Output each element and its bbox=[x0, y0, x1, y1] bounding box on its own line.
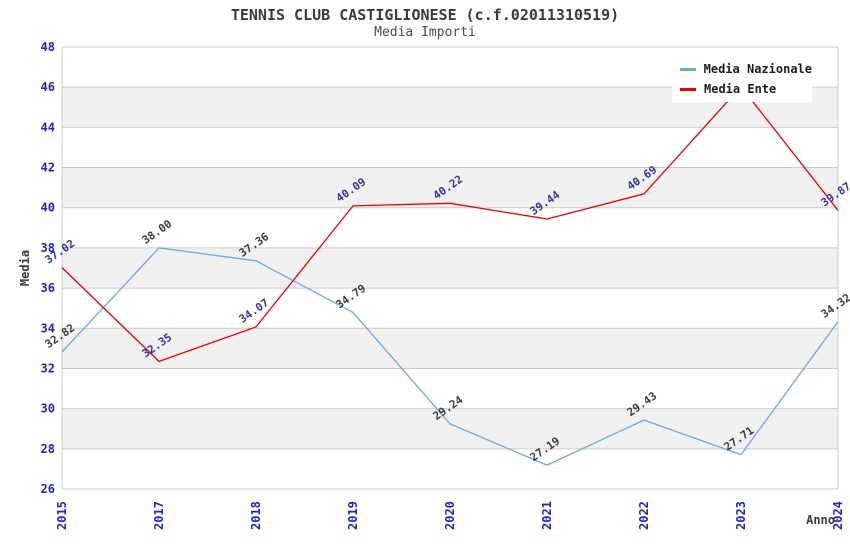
legend-label: Media Nazionale bbox=[703, 62, 812, 76]
chart-title: TENNIS CLUB CASTIGLIONESE (c.f.020113105… bbox=[230, 6, 620, 24]
plot-band bbox=[62, 328, 838, 369]
series-line-ente bbox=[61, 85, 839, 363]
plot-band bbox=[62, 247, 838, 289]
y-tick-label: 32 bbox=[41, 361, 55, 375]
y-tick-label: 34 bbox=[41, 321, 55, 335]
plot-band bbox=[62, 408, 838, 449]
legend-item: Media Ente bbox=[672, 82, 812, 96]
chart-subtitle: Media Importi bbox=[374, 25, 476, 40]
y-tick-label: 48 bbox=[41, 40, 55, 54]
x-tick-label: 2022 bbox=[637, 501, 651, 530]
y-tick-label: 44 bbox=[41, 120, 55, 134]
y-tick-labels: 26 28 30 32 34 36 38 40 42 44 46 48 bbox=[41, 40, 55, 496]
legend-label: Media Ente bbox=[704, 82, 777, 96]
legend-swatch bbox=[680, 87, 696, 91]
y-tick-label: 40 bbox=[41, 201, 55, 215]
plot-band bbox=[62, 167, 838, 208]
y-tick-label: 28 bbox=[41, 442, 55, 456]
gridlines bbox=[61, 46, 839, 490]
x-tick-label: 2018 bbox=[249, 501, 263, 530]
x-tick-labels: 2015 2017 2018 2019 2020 2021 2022 2023 2024 bbox=[55, 501, 845, 530]
x-axis-title: Anno bbox=[806, 513, 835, 527]
x-tick-label: 2021 bbox=[540, 501, 554, 530]
x-tick-label: 2020 bbox=[443, 501, 457, 530]
point-label: 34.07 bbox=[237, 296, 272, 326]
x-tick-label: 2023 bbox=[734, 501, 748, 530]
series-line-nazionale bbox=[61, 247, 839, 466]
legend: Media Nazionale Media Ente bbox=[672, 56, 812, 102]
legend-swatch bbox=[680, 67, 696, 71]
x-tick-label: 2019 bbox=[346, 501, 360, 530]
plot-bands bbox=[62, 87, 838, 449]
y-tick-label: 42 bbox=[41, 161, 55, 175]
y-tick-label: 36 bbox=[41, 281, 55, 295]
x-tick-label: 2015 bbox=[55, 501, 69, 530]
x-tick-label: 2024 bbox=[831, 501, 845, 530]
y-tick-label: 38 bbox=[41, 241, 55, 255]
point-label: 34.32 bbox=[819, 291, 850, 321]
y-axis-title: Media bbox=[18, 249, 32, 287]
x-tick-label: 2017 bbox=[152, 501, 166, 530]
y-tick-label: 30 bbox=[41, 402, 55, 416]
y-tick-label: 46 bbox=[41, 80, 55, 94]
point-label: 38.00 bbox=[140, 217, 175, 247]
legend-item: Media Nazionale bbox=[672, 62, 812, 76]
y-tick-label: 26 bbox=[41, 482, 55, 496]
